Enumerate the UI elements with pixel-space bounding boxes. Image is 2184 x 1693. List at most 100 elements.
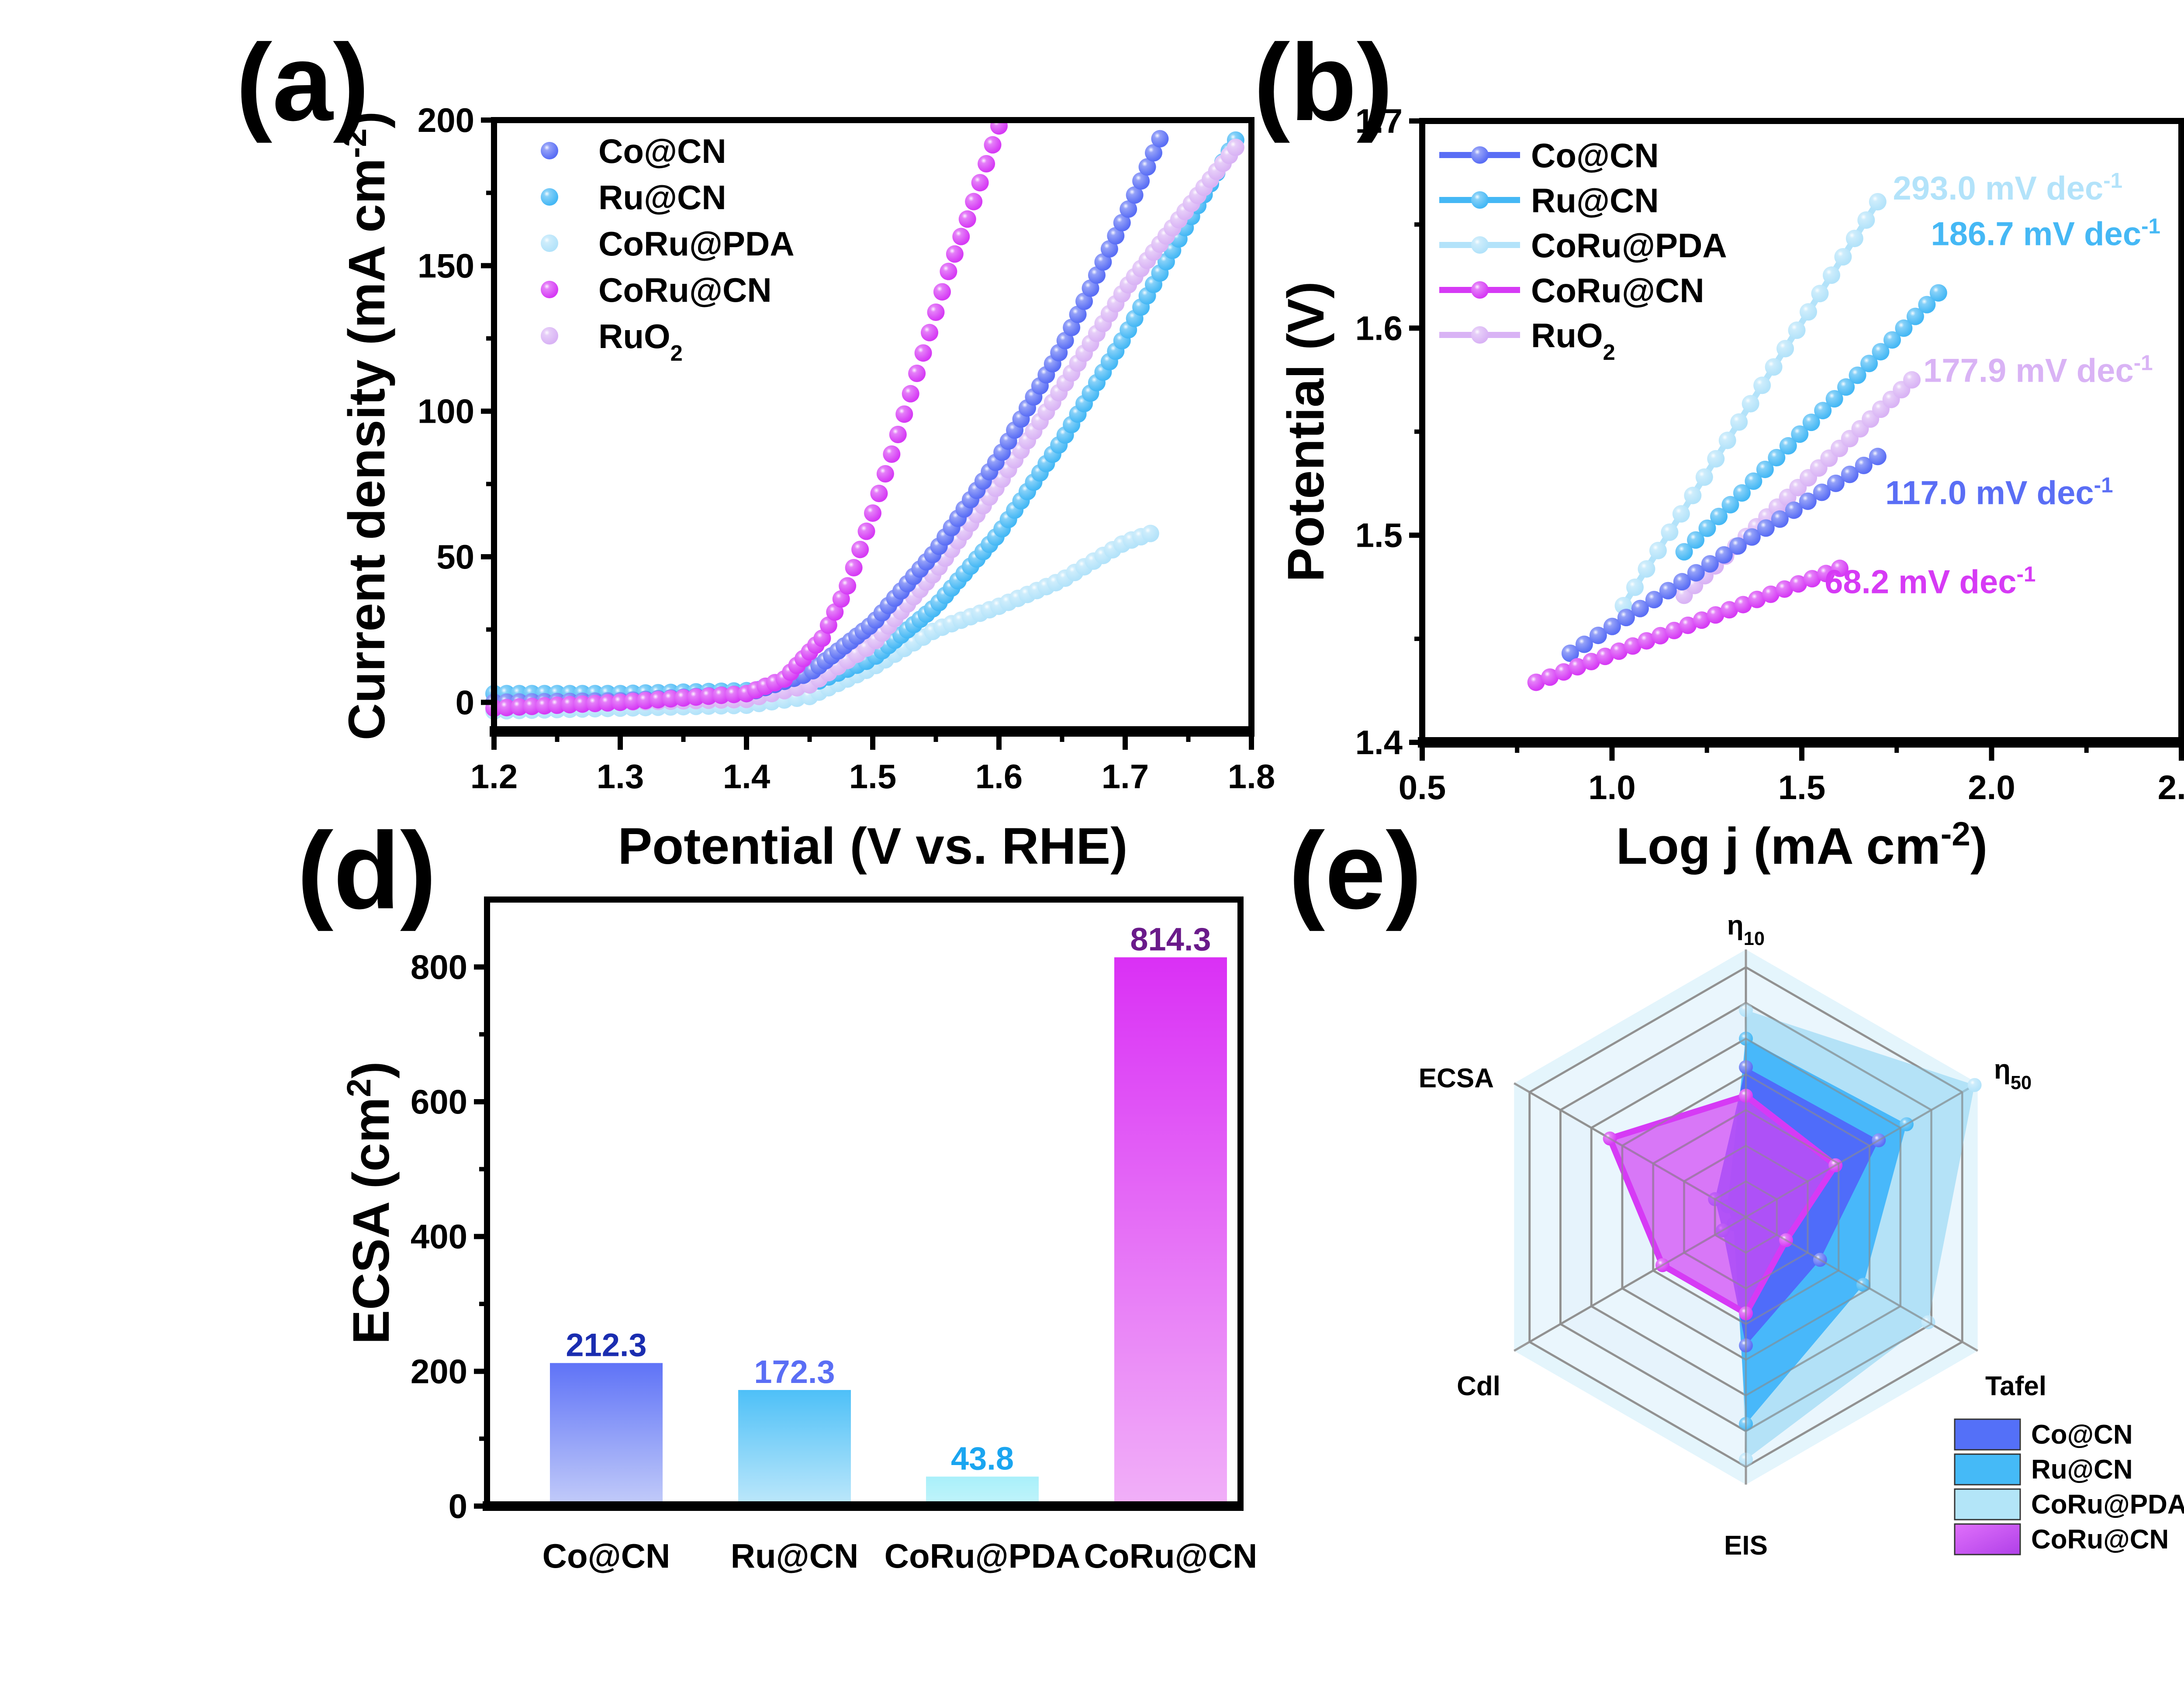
point-highlight [574, 695, 591, 713]
point-highlight [1813, 483, 1831, 501]
data-point [662, 690, 680, 708]
legend-label: Ru@CN [2031, 1455, 2133, 1485]
radar-axis-label-main: η [1727, 910, 1744, 941]
y-axis-label: ECSA (cm2) [341, 1061, 401, 1344]
data-point [1649, 541, 1667, 559]
legend-label-main: RuO [1531, 316, 1603, 355]
legend-marker [541, 188, 558, 206]
legend-item: RuO2 [1439, 316, 1615, 365]
data-point [1721, 601, 1738, 619]
y-tick-label: 100 [418, 392, 474, 431]
point-highlight [1869, 193, 1887, 210]
point-highlight [1841, 465, 1859, 483]
panel-label-e: (e) [1289, 810, 1422, 931]
data-point [1069, 306, 1087, 323]
legend-label: CoRu@CN [1531, 271, 1704, 310]
data-point [845, 559, 863, 576]
point-highlight [1094, 253, 1112, 271]
data-point [674, 689, 692, 707]
data-point [612, 693, 629, 711]
tafel-slope-sup: -1 [2017, 562, 2036, 586]
point-highlight [1638, 632, 1655, 650]
y-axis-label-main: Current density (mA cm [338, 158, 396, 740]
data-point [1638, 560, 1655, 578]
point-highlight [1831, 559, 1849, 577]
data-point [1672, 505, 1690, 523]
data-point [1845, 230, 1863, 248]
data-point [1710, 507, 1728, 525]
data-point [1661, 523, 1679, 541]
bar [1114, 957, 1227, 1506]
point-highlight [1541, 668, 1559, 686]
radar-axis-label: Cdl [1457, 1371, 1500, 1401]
point-highlight [599, 694, 617, 712]
legend-label-main: RuO [598, 317, 670, 355]
data-point [832, 590, 850, 608]
radar-axis-label: EIS [1724, 1531, 1768, 1561]
data-point [1693, 611, 1711, 629]
y-axis-label-end: ) [342, 1061, 400, 1078]
point-highlight [971, 174, 989, 192]
point-highlight [1771, 510, 1789, 528]
data-point [1638, 632, 1655, 650]
point-highlight [1929, 284, 1947, 302]
legend-swatch [1954, 1418, 2021, 1451]
legend-item: CoRu@PDA [541, 224, 795, 263]
point-highlight [1701, 555, 1719, 573]
point-highlight [889, 426, 907, 443]
legend-label: RuO2 [1531, 316, 1615, 365]
bar-group: 172.3 Ru@CN [731, 1354, 859, 1575]
data-point [1748, 590, 1766, 608]
point-highlight [1834, 248, 1852, 266]
point-highlight [1624, 637, 1641, 655]
y-tick-label: 400 [411, 1217, 467, 1256]
data-point [1138, 158, 1156, 176]
legend-item: CoRu@PDA [1439, 226, 1727, 265]
point-highlight [1603, 617, 1621, 635]
point-highlight [510, 698, 528, 716]
data-point [1626, 578, 1644, 596]
data-point [1075, 293, 1093, 310]
point-highlight [1799, 492, 1817, 510]
legend-swatch [1954, 1523, 2021, 1555]
y-tick-label: 0 [449, 1487, 467, 1525]
x-axis-label-sup: -2 [1941, 816, 1970, 853]
bar-value-label: 814.3 [1130, 921, 1211, 957]
tafel-slope-value: 177.9 mV dec [1923, 352, 2134, 390]
tafel-slope-label: 186.7 mV dec-1 [1931, 214, 2160, 253]
data-point [1617, 609, 1635, 627]
data-point [1906, 307, 1924, 325]
radar-axis-label-main: η [1994, 1055, 2011, 1085]
point-highlight [541, 327, 558, 345]
point-highlight [1575, 635, 1593, 653]
legend-label-sub: 2 [670, 341, 683, 365]
point-highlight [1707, 450, 1725, 468]
data-point [1768, 449, 1786, 467]
panel-e-radar-chart: η10η50TafelEISCdlECSACo@CNRu@CNCoRu@PDAC… [1419, 910, 2184, 1561]
point-highlight [1745, 472, 1762, 490]
x-tick-label: 1.3 [597, 757, 644, 796]
point-highlight [1814, 402, 1832, 420]
radar-spoke-overlay [1745, 1216, 1963, 1343]
legend-item: Ru@CN [541, 178, 726, 217]
point-highlight [1895, 319, 1913, 337]
panel-d-ecsa-bar-chart: 212.3 Co@CN 172.3 Ru@CN 43.8 CoRu@PDA 814.3 CoR… [341, 896, 1258, 1575]
data-point [548, 697, 566, 714]
point-highlight [1527, 673, 1545, 691]
legend-item: Co@CN [541, 132, 726, 170]
point-highlight [1776, 580, 1794, 598]
data-point [1695, 468, 1713, 486]
x-category-label: CoRu@CN [1084, 1537, 1258, 1575]
point-highlight [819, 616, 837, 634]
data-point [1753, 376, 1771, 394]
data-point [687, 688, 705, 706]
data-point [902, 385, 919, 403]
data-point [1895, 319, 1913, 337]
legend-label: Co@CN [2031, 1420, 2133, 1450]
point-highlight [851, 541, 869, 559]
data-point [1837, 378, 1855, 396]
point-highlight [1610, 642, 1628, 660]
point-highlight [1729, 537, 1747, 555]
data-point [927, 303, 945, 321]
point-highlight [1471, 326, 1489, 344]
